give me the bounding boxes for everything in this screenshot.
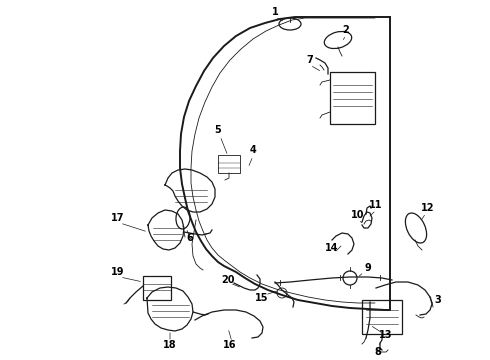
Text: 5: 5 [215, 125, 221, 135]
Text: 6: 6 [187, 233, 194, 243]
Text: 17: 17 [111, 213, 125, 223]
Text: 19: 19 [111, 267, 125, 277]
Text: 9: 9 [365, 263, 371, 273]
Text: 10: 10 [351, 210, 365, 220]
Text: 2: 2 [343, 25, 349, 35]
Bar [143, 276, 171, 300]
Text: 1: 1 [271, 7, 278, 17]
Text: 3: 3 [435, 295, 441, 305]
Text: 7: 7 [307, 55, 314, 65]
Text: 14: 14 [325, 243, 339, 253]
Text: 8: 8 [374, 347, 381, 357]
Bar [218, 155, 240, 173]
Text: 20: 20 [221, 275, 235, 285]
Bar [330, 72, 375, 124]
Text: 16: 16 [223, 340, 237, 350]
Text: 13: 13 [379, 330, 393, 340]
Text: 12: 12 [421, 203, 435, 213]
Text: 4: 4 [249, 145, 256, 155]
Text: 18: 18 [163, 340, 177, 350]
Text: 15: 15 [255, 293, 269, 303]
Text: 11: 11 [369, 200, 383, 210]
Bar [362, 300, 402, 334]
